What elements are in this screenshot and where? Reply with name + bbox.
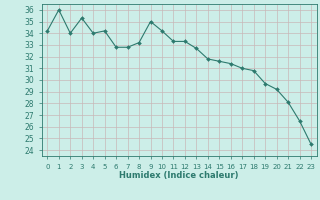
- X-axis label: Humidex (Indice chaleur): Humidex (Indice chaleur): [119, 171, 239, 180]
